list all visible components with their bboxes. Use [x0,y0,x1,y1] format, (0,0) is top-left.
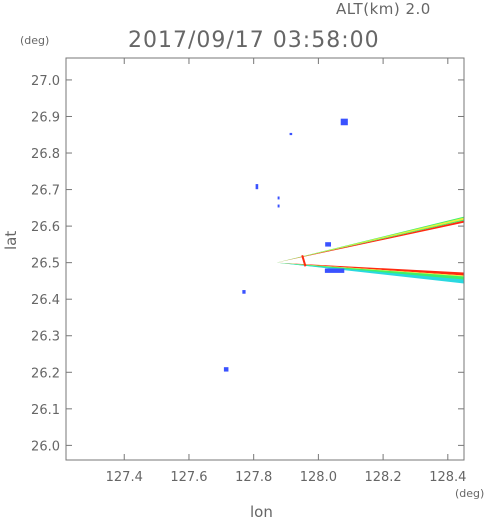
y-tick-label: 26.1 [31,403,60,418]
echo-patch [289,132,293,136]
y-tick-label: 26.3 [31,330,60,345]
altitude-label: ALT(km) 2.0 [336,0,431,18]
plot-frame [65,57,465,461]
y-tick-label: 26.2 [31,366,60,381]
y-tick-label: 26.8 [31,147,60,162]
x-axis-unit: (deg) [455,487,485,500]
chart-title-timestamp: 2017/09/17 03:58:00 [128,28,380,53]
echo-patch [223,367,229,372]
y-tick-label: 26.4 [31,293,60,308]
echo-patch [255,184,259,190]
x-tick-label: 128.2 [364,470,401,485]
echo-band-lower [276,262,464,284]
echo-patch [324,268,345,273]
y-tick-label: 26.7 [31,184,60,199]
echo-band-upper [276,217,464,263]
x-tick-label: 127.8 [235,470,272,485]
echo-layer [223,118,464,372]
x-axis-label: lon [250,503,273,521]
axis-layer: 127.4 127.6 127.8 128.0 128.2 128.4 26.0 26.1 26… [31,57,466,485]
x-tick-label: 128.4 [429,470,466,485]
echo-red-core [301,255,307,267]
echo-band-upper [276,216,464,263]
y-tick-label: 26.6 [31,220,60,235]
x-tick-label: 127.4 [106,470,143,485]
y-tick-label: 26.0 [31,439,60,454]
y-axis-unit: (deg) [20,34,50,47]
echo-patch [242,290,246,294]
echo-band-upper [276,220,464,263]
echo-patch [277,204,280,208]
echo-patch [277,196,280,200]
y-tick-label: 27.0 [31,74,60,89]
y-tick-label: 26.9 [31,110,60,125]
y-tick-label: 26.5 [31,257,60,272]
echo-patch [340,118,348,126]
x-tick-label: 128.0 [300,470,337,485]
echo-patch [325,242,332,247]
x-tick-label: 127.6 [170,470,207,485]
